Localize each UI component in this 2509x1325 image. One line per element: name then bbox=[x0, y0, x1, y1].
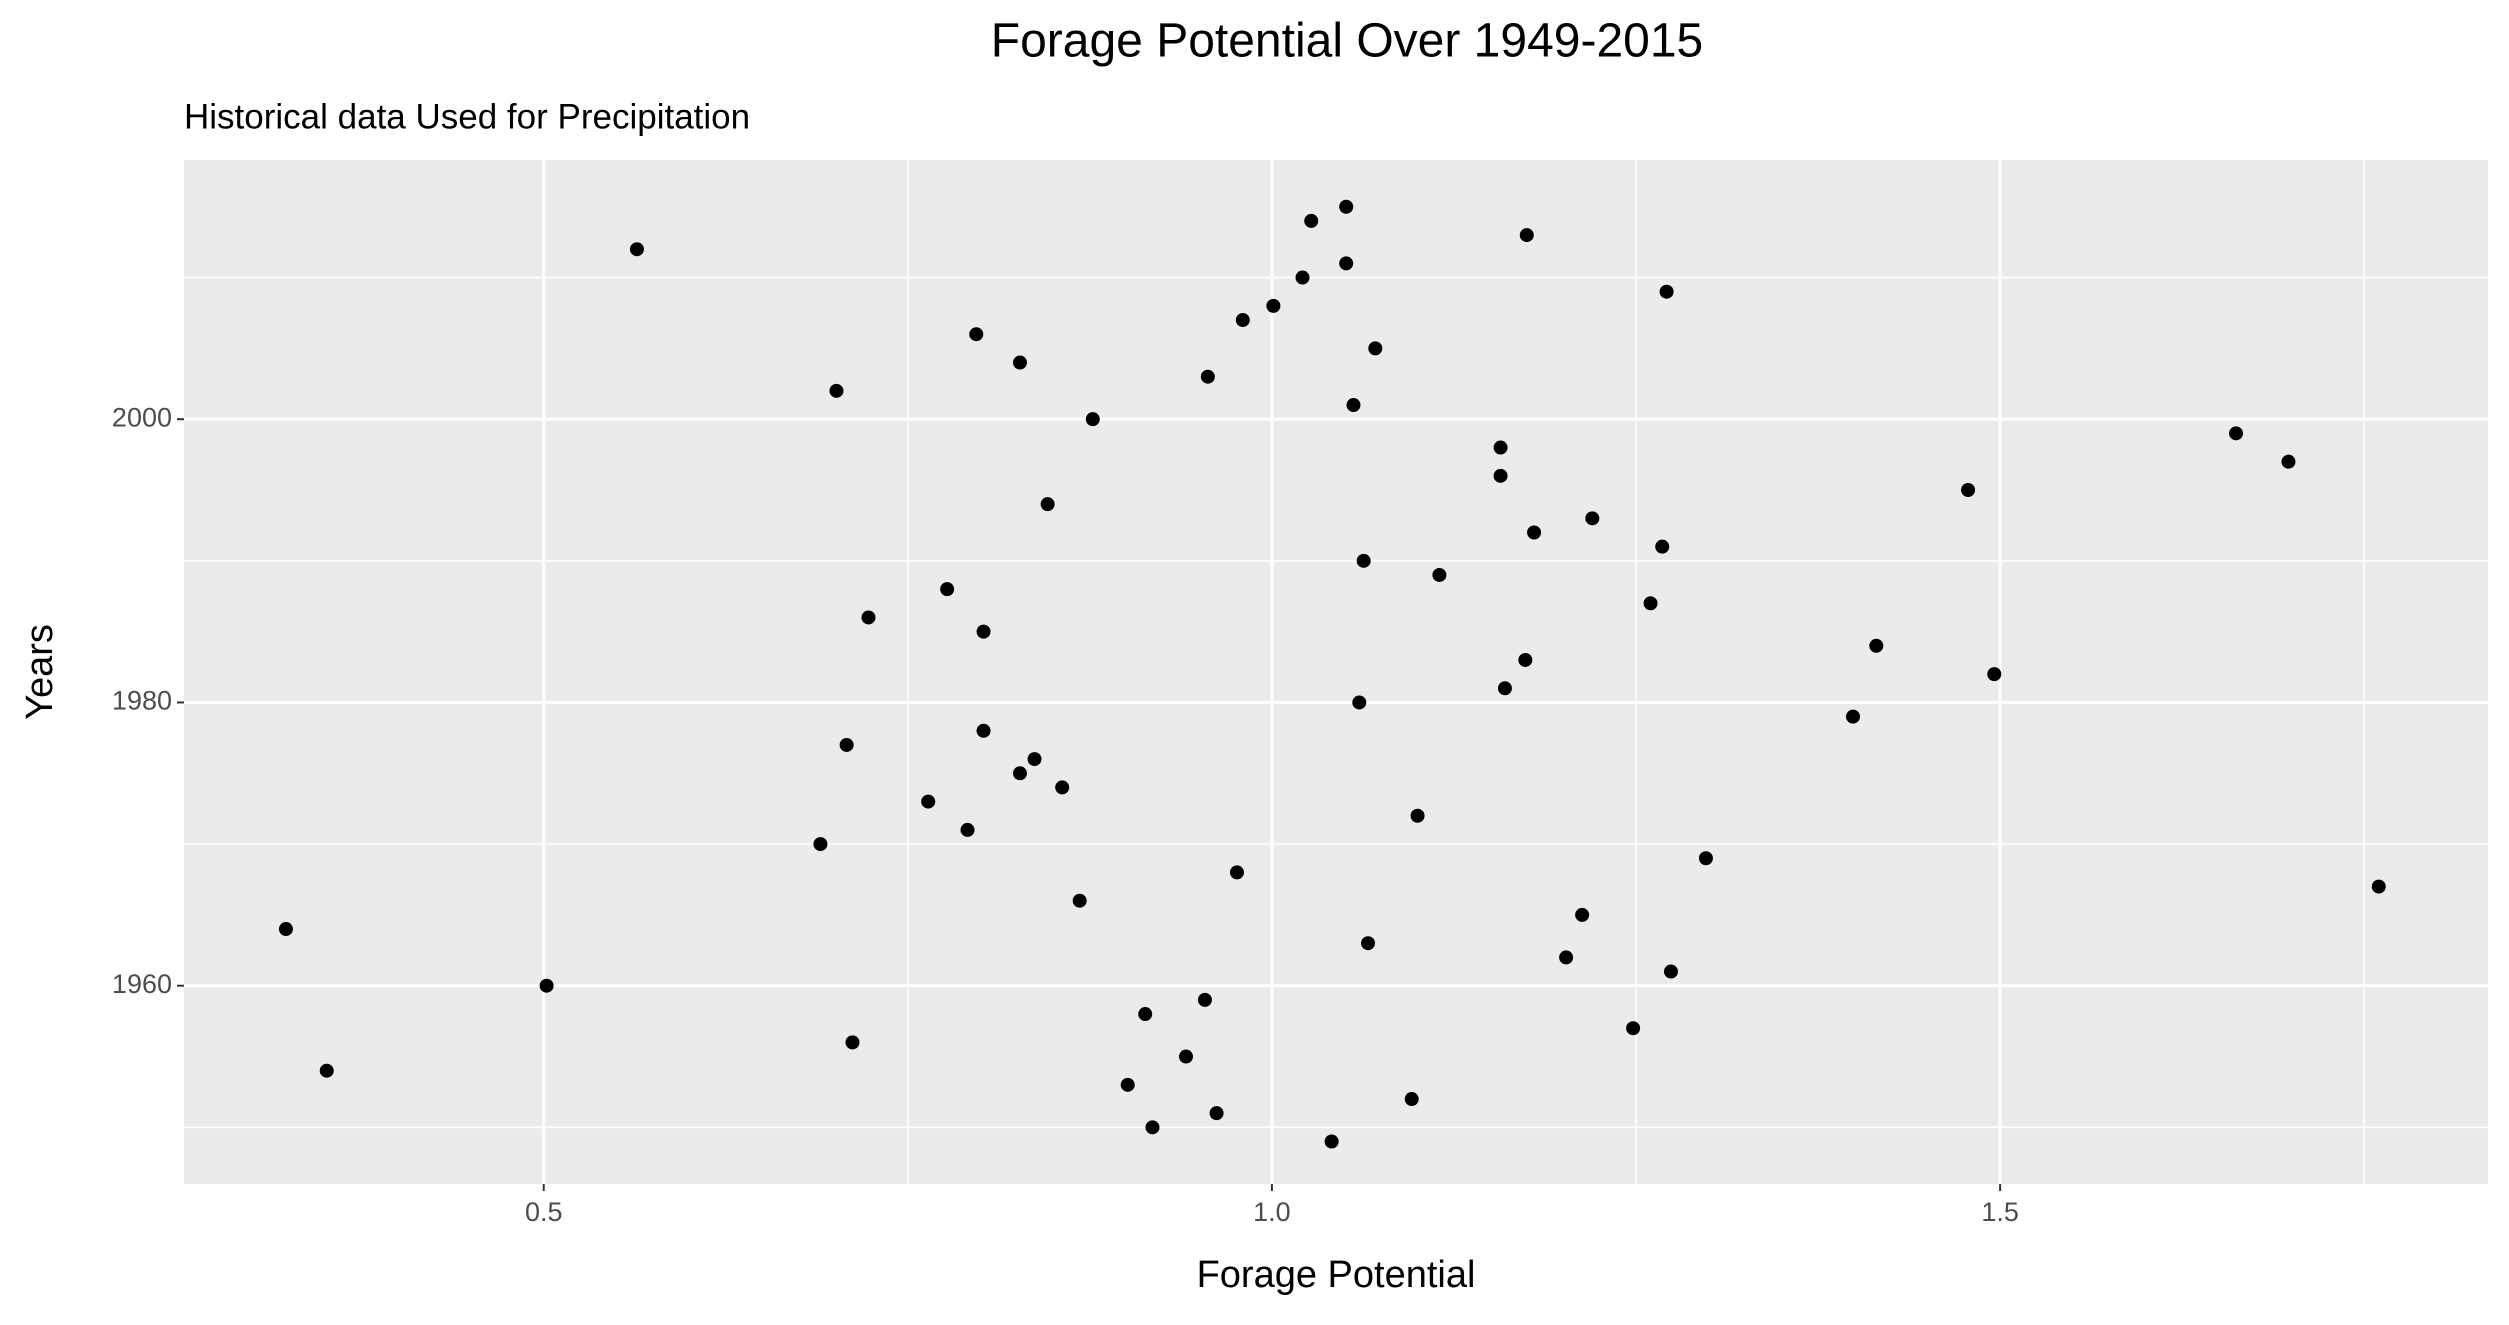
point bbox=[940, 582, 955, 597]
point bbox=[278, 922, 293, 937]
point bbox=[1055, 780, 1070, 795]
point bbox=[1961, 483, 1976, 498]
point bbox=[1339, 256, 1354, 271]
point bbox=[845, 1035, 860, 1050]
point bbox=[1352, 695, 1367, 710]
point bbox=[1027, 752, 1042, 767]
point bbox=[1229, 865, 1244, 880]
point bbox=[1145, 1120, 1160, 1135]
point bbox=[1356, 553, 1371, 568]
point bbox=[1518, 652, 1533, 667]
point bbox=[1346, 398, 1361, 413]
chart-title: Forage Potential Over 1949-2015 bbox=[991, 15, 1703, 68]
point bbox=[1698, 851, 1713, 866]
point bbox=[976, 624, 991, 639]
point bbox=[976, 723, 991, 738]
point bbox=[1072, 893, 1087, 908]
x-tick-label: 0.5 bbox=[525, 1197, 563, 1227]
y-tick-label: 1980 bbox=[112, 686, 172, 716]
point bbox=[829, 383, 844, 398]
point bbox=[1368, 341, 1383, 356]
point bbox=[1209, 1106, 1224, 1121]
point bbox=[861, 610, 876, 625]
point bbox=[1869, 638, 1884, 653]
point bbox=[1085, 412, 1100, 427]
point bbox=[1585, 511, 1600, 526]
point bbox=[1304, 213, 1319, 228]
y-tick-label: 1960 bbox=[112, 969, 172, 999]
point bbox=[1497, 681, 1512, 696]
point bbox=[1846, 709, 1861, 724]
point bbox=[1493, 440, 1508, 455]
point bbox=[1519, 228, 1534, 243]
point bbox=[2281, 454, 2296, 469]
point bbox=[2229, 426, 2244, 441]
point bbox=[1559, 950, 1574, 965]
point bbox=[960, 822, 975, 837]
point bbox=[1404, 1092, 1419, 1107]
point bbox=[1197, 992, 1212, 1007]
plot-panel bbox=[184, 160, 2488, 1184]
point bbox=[1527, 525, 1542, 540]
point bbox=[2371, 879, 2386, 894]
point bbox=[1235, 313, 1250, 328]
point bbox=[813, 837, 828, 852]
point bbox=[1643, 596, 1658, 611]
x-axis-title: Forage Potential bbox=[1197, 1254, 1476, 1296]
point bbox=[1295, 270, 1310, 285]
point bbox=[1120, 1077, 1135, 1092]
point bbox=[1012, 355, 1027, 370]
point bbox=[1987, 667, 2002, 682]
point bbox=[1040, 497, 1055, 512]
point bbox=[1266, 298, 1281, 313]
point bbox=[1663, 964, 1678, 979]
point bbox=[1655, 539, 1670, 554]
point bbox=[1138, 1007, 1153, 1022]
point bbox=[1626, 1021, 1641, 1036]
point bbox=[1339, 199, 1354, 214]
point bbox=[1200, 369, 1215, 384]
point bbox=[539, 978, 554, 993]
point bbox=[1410, 808, 1425, 823]
x-tick-label: 1.0 bbox=[1253, 1197, 1291, 1227]
point bbox=[1012, 766, 1027, 781]
point bbox=[1575, 907, 1590, 922]
point bbox=[1493, 468, 1508, 483]
point bbox=[921, 794, 936, 809]
chart-subtitle: Historical data Used for Precipitation bbox=[184, 97, 750, 136]
point bbox=[1361, 936, 1376, 951]
point bbox=[1324, 1134, 1339, 1149]
y-axis-title: Years bbox=[19, 624, 61, 720]
x-tick-label: 1.5 bbox=[1981, 1197, 2019, 1227]
point bbox=[1432, 567, 1447, 582]
point bbox=[629, 242, 644, 257]
point bbox=[839, 737, 854, 752]
point bbox=[1178, 1049, 1193, 1064]
point bbox=[1659, 284, 1674, 299]
point bbox=[969, 327, 984, 342]
point bbox=[319, 1063, 334, 1078]
y-tick-label: 2000 bbox=[112, 402, 172, 432]
